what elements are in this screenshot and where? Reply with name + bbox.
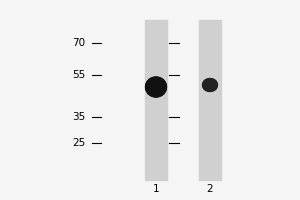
Ellipse shape	[148, 79, 164, 95]
Ellipse shape	[205, 80, 215, 90]
Ellipse shape	[146, 78, 166, 96]
Ellipse shape	[206, 81, 214, 89]
Ellipse shape	[146, 77, 167, 97]
Ellipse shape	[146, 77, 166, 97]
Ellipse shape	[202, 79, 217, 91]
Ellipse shape	[206, 81, 214, 89]
Ellipse shape	[150, 81, 162, 93]
Ellipse shape	[147, 78, 165, 96]
Bar	[145, 20, 167, 180]
Text: 70: 70	[72, 38, 86, 48]
Ellipse shape	[149, 81, 163, 93]
Text: 35: 35	[72, 112, 86, 122]
Ellipse shape	[146, 77, 166, 97]
Ellipse shape	[149, 80, 163, 94]
Ellipse shape	[203, 79, 217, 91]
Ellipse shape	[203, 79, 217, 91]
Text: 55: 55	[72, 70, 86, 80]
Ellipse shape	[205, 81, 215, 89]
Bar	[199, 20, 221, 180]
Ellipse shape	[206, 81, 214, 89]
Ellipse shape	[203, 79, 217, 91]
Text: 2: 2	[207, 184, 213, 194]
Text: 1: 1	[153, 184, 159, 194]
Ellipse shape	[150, 81, 162, 93]
Ellipse shape	[205, 80, 215, 90]
Ellipse shape	[149, 81, 163, 93]
Ellipse shape	[146, 78, 166, 96]
Ellipse shape	[204, 80, 216, 90]
Ellipse shape	[148, 79, 164, 95]
Ellipse shape	[204, 80, 216, 90]
Ellipse shape	[204, 80, 216, 90]
Ellipse shape	[204, 80, 216, 90]
Ellipse shape	[150, 81, 162, 93]
Ellipse shape	[148, 79, 164, 95]
Text: 25: 25	[72, 138, 86, 148]
Ellipse shape	[149, 80, 163, 94]
Ellipse shape	[147, 78, 165, 96]
Ellipse shape	[147, 79, 165, 95]
Ellipse shape	[148, 79, 164, 95]
Ellipse shape	[205, 81, 215, 89]
Ellipse shape	[148, 80, 164, 94]
Ellipse shape	[204, 80, 216, 90]
Ellipse shape	[203, 79, 217, 91]
Ellipse shape	[146, 78, 166, 96]
Ellipse shape	[148, 80, 164, 94]
Ellipse shape	[203, 79, 217, 91]
Ellipse shape	[150, 82, 162, 92]
Ellipse shape	[149, 80, 163, 94]
Ellipse shape	[205, 81, 215, 89]
Ellipse shape	[147, 79, 165, 95]
Ellipse shape	[204, 79, 216, 91]
Ellipse shape	[206, 81, 214, 89]
Ellipse shape	[203, 79, 217, 91]
Ellipse shape	[205, 81, 215, 89]
Ellipse shape	[202, 78, 217, 92]
Ellipse shape	[205, 80, 215, 90]
